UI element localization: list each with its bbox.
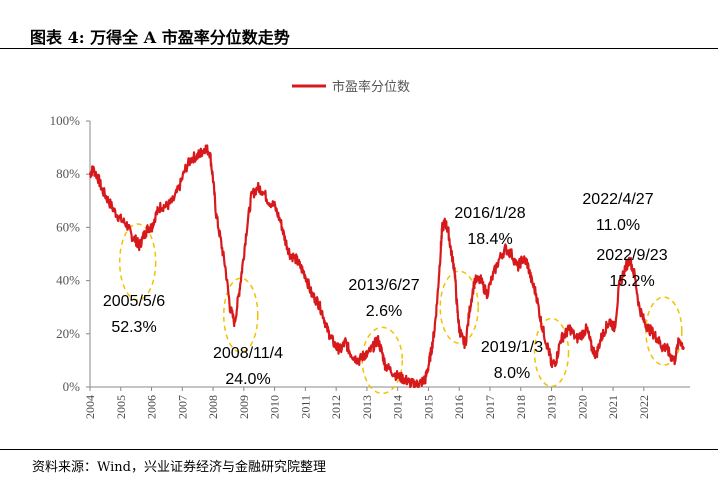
annotation-date: 2019/1/3 xyxy=(481,339,543,356)
highlight-circle xyxy=(439,270,479,344)
x-tick-label: 2005 xyxy=(114,395,128,419)
bottom-rule xyxy=(0,449,718,450)
x-tick-label: 2009 xyxy=(237,395,251,419)
annotations: 2005/5/6 52.3% 2008/11/4 24.0% 2013/6/27 2.6%… xyxy=(103,191,668,388)
annotation-value: 2.6% xyxy=(366,303,402,320)
top-rule xyxy=(0,48,718,49)
annotation-date: 2013/6/27 xyxy=(348,277,419,294)
annotation-date: 2005/5/6 xyxy=(103,293,165,310)
x-tick-label: 2010 xyxy=(268,395,282,419)
annotation-date: 2022/4/27 xyxy=(582,191,653,208)
x-tick-label: 2015 xyxy=(421,395,435,419)
x-tick-label: 2012 xyxy=(329,395,343,419)
x-tick-label: 2022 xyxy=(637,395,651,419)
highlight-circle xyxy=(533,317,570,388)
x-tick-label: 2019 xyxy=(545,395,559,419)
y-tick-label: 40% xyxy=(56,273,80,288)
header: 图表 4: 万得全 A 市盈率分位数走势 xyxy=(0,0,718,48)
annotation-date: 2016/1/28 xyxy=(454,205,525,222)
axes: 0% 20% 40% 60% 80% 100% 2004 2005 2006 2007 2008 20… xyxy=(50,113,690,419)
y-tick-label: 100% xyxy=(50,113,81,128)
x-tick-label: 2013 xyxy=(360,395,374,419)
annotation-value: 18.4% xyxy=(467,231,512,248)
annotation-value: 8.0% xyxy=(494,365,530,382)
source-note: 资料来源：Wind，兴业证券经济与金融研究院整理 xyxy=(32,460,326,475)
annotation-date: 2022/9/23 xyxy=(596,247,667,264)
x-tick-label: 2018 xyxy=(514,395,528,419)
annotation-value: 52.3% xyxy=(111,319,156,336)
x-tick-label: 2008 xyxy=(206,395,220,419)
y-tick-label: 0% xyxy=(63,379,81,394)
pe-percentile-chart: 市盈率分位数 0% 20% 40% 60% 80% 100% 2004 2005 2006 200… xyxy=(50,79,690,419)
series-line-pe-percentile xyxy=(88,144,685,389)
x-tick-label: 2014 xyxy=(391,395,405,419)
legend: 市盈率分位数 xyxy=(292,79,410,95)
y-tick-label: 20% xyxy=(56,326,80,341)
x-tick-label: 2011 xyxy=(298,395,312,419)
figure-title: 图表 4: 万得全 A 市盈率分位数走势 xyxy=(30,28,290,47)
y-tick-label: 60% xyxy=(56,219,80,234)
x-tick-label: 2021 xyxy=(606,395,620,419)
y-tick-label: 80% xyxy=(56,166,80,181)
legend-label: 市盈率分位数 xyxy=(332,79,410,95)
x-tick-label: 2004 xyxy=(83,395,97,419)
x-tick-label: 2006 xyxy=(145,395,159,419)
x-tick-label: 2007 xyxy=(175,395,189,419)
x-tick-label: 2017 xyxy=(483,395,497,419)
highlight-circle xyxy=(118,223,157,301)
x-tick-label: 2016 xyxy=(452,395,466,419)
annotation-value: 15.2% xyxy=(609,273,654,290)
annotation-value: 24.0% xyxy=(225,371,270,388)
highlight-circles xyxy=(118,223,683,395)
annotation-date: 2008/11/4 xyxy=(213,345,283,362)
highlight-circle xyxy=(223,277,259,353)
x-tick-label: 2020 xyxy=(575,395,589,419)
annotation-value: 11.0% xyxy=(596,217,640,234)
